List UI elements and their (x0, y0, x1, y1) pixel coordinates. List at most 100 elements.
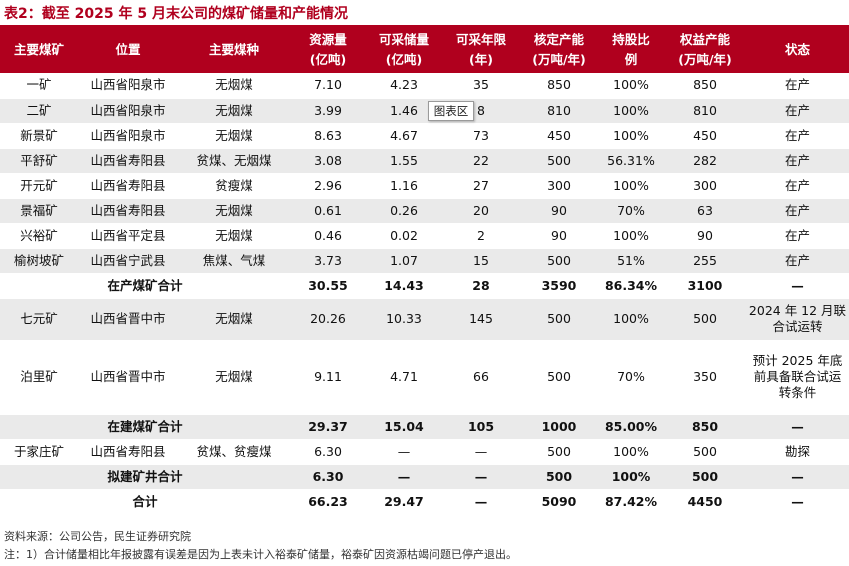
capacity: 500 (520, 148, 598, 174)
coal-type: 焦煤、气煤 (178, 248, 290, 274)
equity-capacity: 850 (664, 73, 746, 99)
stake: 70% (598, 198, 664, 224)
years: 15 (442, 248, 520, 274)
years: 105 (442, 414, 520, 440)
status: 在产 (746, 223, 849, 249)
mine-name: 榆树坡矿 (0, 248, 78, 274)
location: 山西省阳泉市 (78, 123, 178, 149)
mine-name: 开元矿 (0, 173, 78, 199)
status: — (746, 489, 849, 515)
coal-type: 贫煤、无烟煤 (178, 148, 290, 174)
coal-mine-table: 主要煤矿 位置 主要煤种 资源量 (亿吨) 可采储量 (亿吨) 可采年限 (年) 核定… (0, 27, 849, 515)
years: 66 (442, 340, 520, 415)
recoverable: 15.04 (366, 414, 442, 440)
status: 在产 (746, 248, 849, 274)
equity-capacity: 90 (664, 223, 746, 249)
location: 山西省晋中市 (78, 340, 178, 415)
capacity: 450 (520, 123, 598, 149)
status: — (746, 414, 849, 440)
subtotal-label: 在建煤矿合计 (0, 414, 290, 440)
header-capacity: 核定产能 (万吨/年) (520, 27, 598, 73)
stake: 56.31% (598, 148, 664, 174)
equity-capacity: 850 (664, 414, 746, 440)
resources: 6.30 (290, 439, 366, 465)
coal-type: 无烟煤 (178, 223, 290, 249)
stake: 100% (598, 298, 664, 341)
header-equity-capacity: 权益产能 (万吨/年) (664, 27, 746, 73)
stake: 87.42% (598, 489, 664, 515)
years: 2 (442, 223, 520, 249)
recoverable: 4.71 (366, 340, 442, 415)
years: 73 (442, 123, 520, 149)
status: 在产 (746, 173, 849, 199)
recoverable: 4.23 (366, 73, 442, 99)
subtotal-row: 拟建矿井合计 6.30 — — 500 100% 500 — (0, 464, 849, 490)
stake: 100% (598, 73, 664, 99)
total-row: 合计 66.23 29.47 — 5090 87.42% 4450 — (0, 489, 849, 515)
mine-name: 兴裕矿 (0, 223, 78, 249)
stake: 85.00% (598, 414, 664, 440)
resources: 7.10 (290, 73, 366, 99)
status: 在产 (746, 73, 849, 99)
header-mine: 主要煤矿 (0, 27, 78, 73)
years: 35 (442, 73, 520, 99)
resources: 29.37 (290, 414, 366, 440)
location: 山西省晋中市 (78, 298, 178, 341)
years: 22 (442, 148, 520, 174)
years: — (442, 439, 520, 465)
total-label: 合计 (0, 489, 290, 515)
location: 山西省寿阳县 (78, 198, 178, 224)
status: 勘探 (746, 439, 849, 465)
table-row: 景福矿 山西省寿阳县 无烟煤 0.61 0.26 20 90 70% 63 在产 (0, 198, 849, 224)
resources: 9.11 (290, 340, 366, 415)
resources: 2.96 (290, 173, 366, 199)
recoverable: 0.02 (366, 223, 442, 249)
mine-name: 景福矿 (0, 198, 78, 224)
recoverable: 10.33 (366, 298, 442, 341)
status: 预计 2025 年底前具备联合试运转条件 (746, 340, 849, 415)
equity-capacity: 300 (664, 173, 746, 199)
capacity: 300 (520, 173, 598, 199)
equity-capacity: 810 (664, 98, 746, 124)
resources: 3.73 (290, 248, 366, 274)
recoverable: 0.26 (366, 198, 442, 224)
recoverable: — (366, 464, 442, 490)
capacity: 90 (520, 198, 598, 224)
years: 28 (442, 273, 520, 299)
stake: 100% (598, 223, 664, 249)
resources: 8.63 (290, 123, 366, 149)
capacity: 3590 (520, 273, 598, 299)
header-coal-type: 主要煤种 (178, 27, 290, 73)
coal-type: 无烟煤 (178, 198, 290, 224)
resources: 0.61 (290, 198, 366, 224)
equity-capacity: 450 (664, 123, 746, 149)
years: 145 (442, 298, 520, 341)
capacity: 850 (520, 73, 598, 99)
coal-type: 无烟煤 (178, 123, 290, 149)
mine-name: 平舒矿 (0, 148, 78, 174)
resources: 30.55 (290, 273, 366, 299)
header-row: 主要煤矿 位置 主要煤种 资源量 (亿吨) 可采储量 (亿吨) 可采年限 (年) 核定… (0, 27, 849, 73)
subtotal-row: 在产煤矿合计 30.55 14.43 28 3590 86.34% 3100 — (0, 273, 849, 299)
mine-name: 新景矿 (0, 123, 78, 149)
resources: 3.99 (290, 98, 366, 124)
subtotal-row: 在建煤矿合计 29.37 15.04 105 1000 85.00% 850 — (0, 414, 849, 440)
equity-capacity: 350 (664, 340, 746, 415)
resources: 3.08 (290, 148, 366, 174)
table-row: 于家庄矿 山西省寿阳县 贫煤、贫瘦煤 6.30 — — 500 100% 500… (0, 439, 849, 465)
recoverable: 1.16 (366, 173, 442, 199)
recoverable: 29.47 (366, 489, 442, 515)
table-row: 一矿 山西省阳泉市 无烟煤 7.10 4.23 35 850 100% 850 … (0, 73, 849, 99)
table-row: 七元矿 山西省晋中市 无烟煤 20.26 10.33 145 500 100% … (0, 298, 849, 341)
coal-type: 贫煤、贫瘦煤 (178, 439, 290, 465)
capacity: 90 (520, 223, 598, 249)
mine-name: 二矿 (0, 98, 78, 124)
years: 20 (442, 198, 520, 224)
stake: 100% (598, 123, 664, 149)
capacity: 500 (520, 298, 598, 341)
header-stake: 持股比例 (598, 27, 664, 73)
recoverable: 1.07 (366, 248, 442, 274)
header-status: 状态 (746, 27, 849, 73)
coal-type: 无烟煤 (178, 298, 290, 341)
stake: 100% (598, 464, 664, 490)
